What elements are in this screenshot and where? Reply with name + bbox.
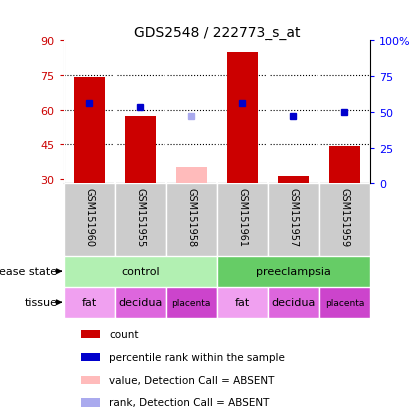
Bar <box>217 287 268 318</box>
Bar <box>81 330 100 339</box>
Text: tissue: tissue <box>25 297 58 308</box>
Bar <box>64 256 217 287</box>
Text: preeclampsia: preeclampsia <box>256 266 331 277</box>
Text: fat: fat <box>235 297 250 308</box>
Text: GSM151959: GSM151959 <box>339 188 349 247</box>
Bar <box>329 147 360 184</box>
Bar <box>166 287 217 318</box>
Text: decidua: decidua <box>271 297 316 308</box>
Text: placenta: placenta <box>325 298 364 307</box>
Text: GSM151960: GSM151960 <box>84 188 94 246</box>
Bar <box>166 184 217 256</box>
Bar <box>319 184 370 256</box>
Bar <box>115 287 166 318</box>
Title: GDS2548 / 222773_s_at: GDS2548 / 222773_s_at <box>134 26 300 40</box>
Bar <box>176 168 207 184</box>
Bar <box>81 399 100 406</box>
Text: placenta: placenta <box>172 298 211 307</box>
Bar <box>64 184 115 256</box>
Bar <box>268 287 319 318</box>
Text: percentile rank within the sample: percentile rank within the sample <box>109 352 285 362</box>
Bar <box>64 287 115 318</box>
Text: fat: fat <box>82 297 97 308</box>
Bar <box>268 184 319 256</box>
Bar <box>115 184 166 256</box>
Text: rank, Detection Call = ABSENT: rank, Detection Call = ABSENT <box>109 398 270 408</box>
Bar <box>217 256 370 287</box>
Bar <box>319 287 370 318</box>
Text: GSM151958: GSM151958 <box>186 188 196 247</box>
Text: disease state: disease state <box>0 266 58 277</box>
Bar <box>278 177 309 184</box>
Bar <box>125 117 155 184</box>
Text: GSM151961: GSM151961 <box>237 188 247 246</box>
Text: GSM151957: GSM151957 <box>289 188 298 247</box>
Bar <box>217 184 268 256</box>
Text: count: count <box>109 330 139 339</box>
Bar <box>81 376 100 384</box>
Text: control: control <box>121 266 159 277</box>
Bar <box>227 53 258 184</box>
Bar <box>74 78 104 184</box>
Text: GSM151955: GSM151955 <box>135 188 145 247</box>
Bar <box>81 353 100 361</box>
Text: value, Detection Call = ABSENT: value, Detection Call = ABSENT <box>109 375 275 385</box>
Text: decidua: decidua <box>118 297 162 308</box>
